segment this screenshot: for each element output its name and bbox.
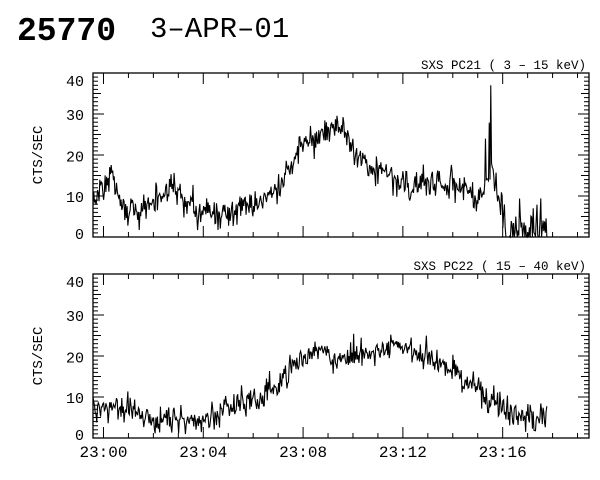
svg-text:CTS/SEC: CTS/SEC bbox=[31, 126, 47, 185]
svg-text:CTS/SEC: CTS/SEC bbox=[31, 327, 47, 386]
svg-text:23:16: 23:16 bbox=[479, 444, 527, 462]
svg-text:23:00: 23:00 bbox=[79, 444, 127, 462]
svg-text:20: 20 bbox=[66, 149, 84, 166]
svg-text:10: 10 bbox=[66, 391, 84, 408]
svg-text:SXS PC22 ( 15 – 40 keV): SXS PC22 ( 15 – 40 keV) bbox=[413, 260, 586, 274]
svg-text:0: 0 bbox=[75, 227, 84, 244]
svg-text:23:12: 23:12 bbox=[379, 444, 427, 462]
svg-text:25770: 25770 bbox=[17, 13, 116, 50]
svg-text:40: 40 bbox=[66, 74, 84, 91]
svg-text:0: 0 bbox=[75, 428, 84, 445]
svg-text:40: 40 bbox=[66, 275, 84, 292]
svg-text:23:04: 23:04 bbox=[179, 444, 227, 462]
svg-text:3–APR–01: 3–APR–01 bbox=[150, 13, 289, 46]
svg-text:10: 10 bbox=[66, 190, 84, 207]
svg-text:30: 30 bbox=[66, 108, 84, 125]
svg-text:20: 20 bbox=[66, 350, 84, 367]
svg-text:SXS PC21 ( 3 – 15 keV): SXS PC21 ( 3 – 15 keV) bbox=[421, 59, 586, 73]
svg-text:30: 30 bbox=[66, 309, 84, 326]
svg-text:23:08: 23:08 bbox=[279, 444, 327, 462]
